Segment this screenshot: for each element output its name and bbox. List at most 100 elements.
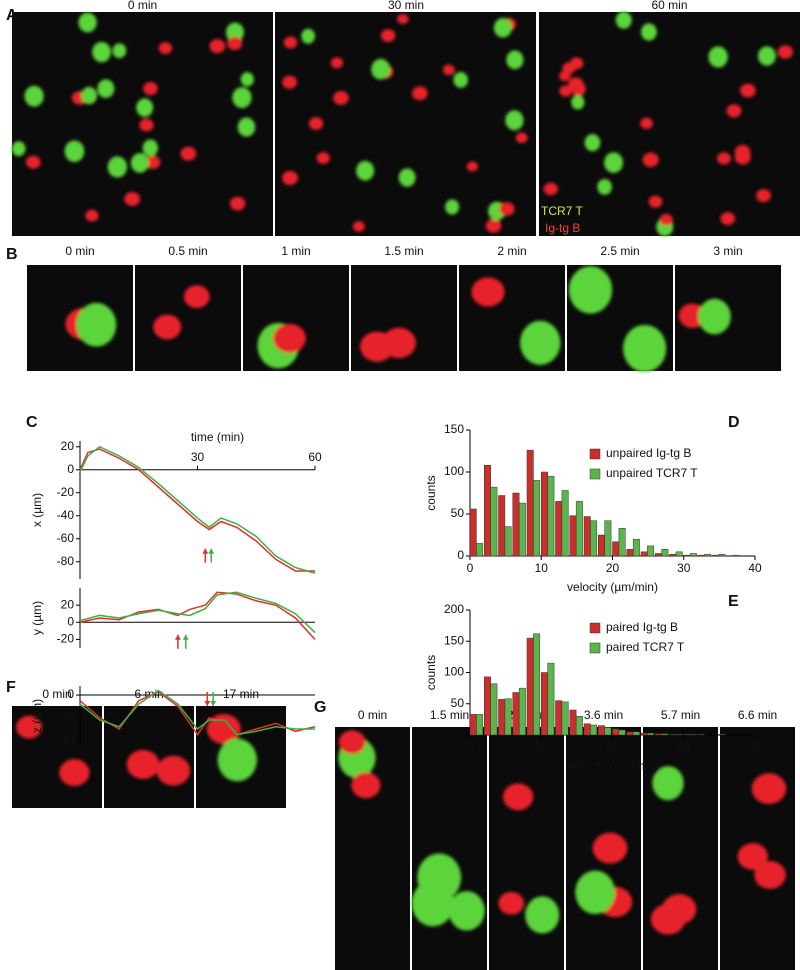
- y-axis-label: counts: [424, 655, 438, 690]
- cell: [652, 766, 684, 801]
- cell: [584, 134, 601, 152]
- bar: [612, 728, 620, 736]
- y-tick-label: -20: [57, 632, 75, 646]
- cells: [153, 285, 210, 340]
- y-tick-label: 100: [444, 665, 464, 679]
- x-tick-label: 60: [308, 450, 322, 464]
- cell: [471, 277, 505, 307]
- cell: [520, 320, 561, 365]
- cell: [592, 832, 628, 864]
- bar: [512, 492, 520, 557]
- bar: [575, 716, 583, 736]
- bar: [732, 554, 740, 557]
- cell: [445, 199, 460, 215]
- legend-label: unpaired Ig-tg B: [606, 446, 691, 460]
- cell: [356, 160, 375, 181]
- panel-label: E: [728, 593, 739, 610]
- cell: [92, 41, 111, 63]
- cell: [571, 95, 585, 110]
- frame-time: 0 min: [65, 244, 94, 258]
- bar: [697, 554, 705, 557]
- cell: [571, 82, 586, 96]
- cells: [206, 713, 257, 782]
- bar: [575, 501, 583, 557]
- bar: [569, 709, 577, 736]
- legend-swatch: [589, 642, 601, 654]
- cell: [642, 152, 659, 167]
- bar: [518, 502, 526, 557]
- cell: [659, 213, 673, 226]
- bar: [555, 700, 563, 736]
- cell: [136, 98, 154, 117]
- arrow-head: [204, 701, 211, 706]
- micrograph: [135, 265, 241, 371]
- cell: [568, 266, 613, 314]
- cell: [283, 36, 298, 49]
- bar: [484, 676, 491, 736]
- y-tick-label: 150: [444, 633, 464, 647]
- bar: [604, 520, 612, 557]
- bar: [518, 687, 526, 736]
- bar: [484, 465, 491, 557]
- bar: [689, 734, 697, 736]
- cell: [76, 302, 117, 347]
- y-axis-label: y (µm): [30, 601, 44, 635]
- arrow-head: [210, 701, 217, 706]
- bar: [590, 520, 598, 557]
- bar: [498, 699, 506, 736]
- bar: [632, 731, 640, 736]
- frame-time: 17 min: [223, 687, 259, 701]
- cell: [698, 298, 731, 335]
- cells: [543, 11, 793, 237]
- bar: [683, 554, 691, 557]
- y-tick-label: -40: [57, 508, 75, 522]
- bar: [490, 683, 498, 736]
- cells: [126, 749, 191, 786]
- bar: [640, 551, 648, 557]
- bar: [569, 515, 577, 557]
- y-tick-label: 20: [61, 439, 75, 453]
- cell: [308, 117, 324, 130]
- cell: [466, 161, 479, 172]
- cell: [506, 50, 524, 70]
- cell: [754, 860, 786, 889]
- bar: [618, 528, 626, 557]
- y-tick-label: -20: [57, 710, 75, 724]
- cell: [338, 730, 366, 754]
- cell: [352, 221, 365, 232]
- cell: [505, 110, 524, 131]
- legend-label: paired Ig-tg B: [606, 620, 678, 634]
- bar: [669, 734, 677, 736]
- cell: [11, 141, 26, 157]
- cell: [81, 86, 98, 105]
- cells: [568, 266, 667, 373]
- bar: [661, 549, 669, 557]
- bar: [469, 508, 477, 557]
- cell: [301, 28, 316, 44]
- frame-time: 2.5 min: [600, 244, 639, 258]
- cells: [257, 323, 306, 369]
- trace: [79, 591, 316, 634]
- cell: [209, 39, 226, 54]
- bar: [526, 637, 534, 736]
- cell: [232, 87, 252, 109]
- cell: [734, 144, 751, 159]
- cell: [503, 783, 534, 811]
- cell: [316, 152, 330, 164]
- cell: [381, 327, 416, 359]
- bar: [504, 526, 512, 557]
- bar: [612, 541, 620, 557]
- bar: [590, 724, 598, 736]
- bar: [541, 471, 548, 557]
- bar: [689, 553, 697, 557]
- y-axis-label: counts: [424, 475, 438, 510]
- bar: [669, 554, 677, 557]
- cell: [758, 46, 776, 66]
- bar: [712, 554, 719, 557]
- cell: [597, 178, 612, 195]
- y-tick-label: 150: [444, 422, 464, 436]
- bar: [618, 729, 626, 736]
- bar: [704, 554, 712, 557]
- cell: [720, 212, 736, 226]
- cells: [338, 730, 381, 799]
